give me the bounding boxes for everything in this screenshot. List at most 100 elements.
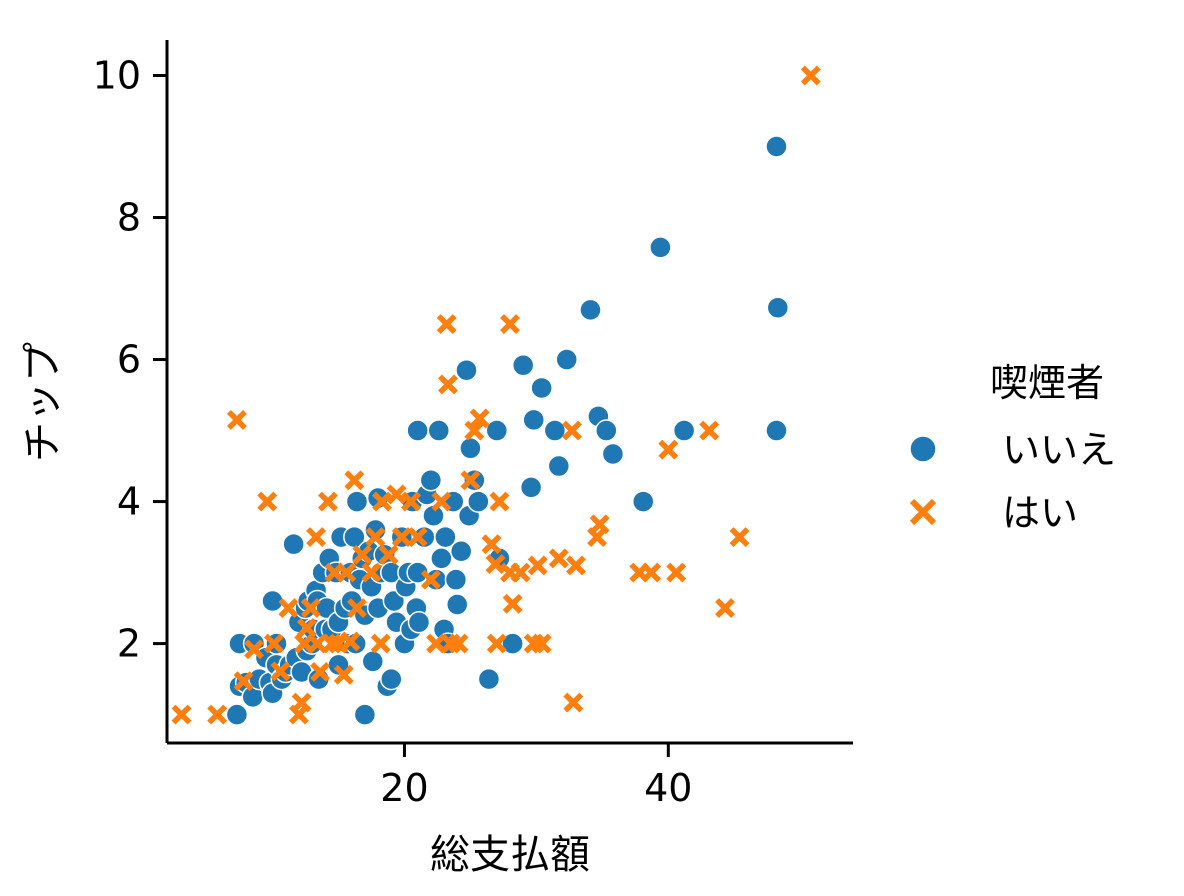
data-point bbox=[500, 314, 520, 334]
data-point bbox=[445, 593, 469, 616]
data-point bbox=[372, 491, 392, 512]
data-point bbox=[427, 419, 451, 442]
data-point bbox=[486, 633, 507, 654]
data-point bbox=[459, 437, 482, 460]
data-point bbox=[489, 491, 510, 512]
data-point bbox=[380, 667, 403, 691]
data-point bbox=[510, 562, 531, 583]
data-point bbox=[481, 534, 502, 555]
data-point bbox=[589, 514, 610, 535]
x-axis: 20 40 総支払額 bbox=[167, 741, 853, 878]
data-point bbox=[407, 527, 428, 548]
data-point bbox=[502, 593, 523, 614]
data-point bbox=[631, 490, 655, 513]
data-point bbox=[361, 650, 385, 673]
series-yes bbox=[171, 65, 821, 725]
data-point bbox=[431, 491, 452, 512]
plot-area bbox=[171, 65, 821, 726]
legend-marker-yes bbox=[909, 498, 937, 526]
data-point bbox=[321, 633, 342, 654]
data-point bbox=[715, 598, 735, 619]
data-point bbox=[352, 544, 373, 565]
data-point bbox=[449, 540, 473, 563]
data-point bbox=[336, 562, 357, 583]
data-point bbox=[430, 547, 453, 570]
data-point bbox=[548, 548, 569, 569]
data-point bbox=[527, 555, 548, 576]
data-point bbox=[511, 353, 535, 377]
data-point bbox=[401, 491, 422, 512]
y-axis: 2 4 6 8 10 チップ bbox=[20, 40, 169, 743]
data-point bbox=[601, 442, 625, 466]
legend-item-no: いいえ bbox=[909, 428, 1116, 472]
data-point bbox=[658, 439, 679, 460]
data-point bbox=[365, 527, 386, 548]
data-point bbox=[765, 419, 788, 442]
data-point bbox=[333, 664, 354, 685]
data-point bbox=[300, 598, 321, 619]
data-point bbox=[340, 631, 361, 652]
data-point bbox=[566, 555, 586, 576]
data-point bbox=[344, 470, 365, 491]
series-no bbox=[225, 135, 790, 726]
data-point bbox=[477, 667, 501, 691]
data-point bbox=[455, 358, 478, 382]
data-point bbox=[318, 491, 338, 512]
data-point bbox=[699, 420, 720, 441]
legend-label-no: いいえ bbox=[1002, 428, 1116, 472]
x-tick-label: 20 bbox=[380, 766, 428, 810]
legend: 喫煙者 いいえ はい bbox=[909, 361, 1116, 535]
data-point bbox=[519, 476, 543, 499]
data-point bbox=[563, 692, 584, 713]
y-tick-label: 8 bbox=[117, 196, 141, 240]
data-point bbox=[244, 639, 265, 660]
data-point bbox=[531, 633, 552, 654]
data-point bbox=[257, 491, 278, 512]
data-point bbox=[420, 569, 441, 590]
y-tick-label: 2 bbox=[117, 622, 141, 666]
x-axis-title: 総支払額 bbox=[430, 832, 590, 878]
data-point bbox=[406, 419, 429, 442]
data-point bbox=[579, 298, 602, 322]
data-point bbox=[666, 562, 687, 583]
data-point bbox=[649, 236, 672, 259]
data-point bbox=[530, 376, 553, 400]
data-point bbox=[501, 632, 524, 655]
data-point bbox=[436, 314, 457, 334]
data-point bbox=[729, 527, 750, 548]
y-axis-title: チップ bbox=[20, 342, 66, 462]
data-point bbox=[485, 419, 509, 442]
data-point bbox=[434, 525, 457, 549]
data-point bbox=[291, 692, 312, 713]
data-point bbox=[378, 544, 399, 565]
x-tick-label: 40 bbox=[644, 766, 692, 810]
x-ticks: 20 40 bbox=[380, 743, 692, 810]
data-point bbox=[522, 408, 545, 432]
data-point bbox=[171, 704, 192, 725]
data-point bbox=[306, 527, 327, 548]
data-point bbox=[485, 554, 506, 574]
data-point bbox=[555, 348, 578, 371]
data-point bbox=[391, 527, 412, 548]
data-point bbox=[460, 470, 481, 491]
data-point bbox=[407, 611, 431, 634]
data-point bbox=[444, 568, 468, 591]
legend-label-yes: はい bbox=[1002, 491, 1078, 535]
data-point bbox=[226, 409, 247, 430]
y-ticks: 2 4 6 8 10 bbox=[93, 54, 167, 666]
data-point bbox=[345, 490, 369, 513]
data-point bbox=[419, 469, 443, 492]
y-tick-label: 6 bbox=[117, 338, 141, 382]
data-point bbox=[467, 490, 490, 513]
data-point bbox=[766, 296, 790, 319]
y-tick-label: 10 bbox=[93, 54, 141, 98]
legend-item-yes: はい bbox=[909, 491, 1078, 535]
y-tick-label: 4 bbox=[117, 480, 141, 524]
data-point bbox=[263, 633, 284, 654]
data-point bbox=[595, 419, 618, 442]
data-point bbox=[310, 662, 330, 682]
data-point bbox=[543, 419, 567, 442]
data-point bbox=[469, 408, 490, 429]
data-point bbox=[672, 419, 696, 442]
data-point bbox=[225, 703, 249, 726]
